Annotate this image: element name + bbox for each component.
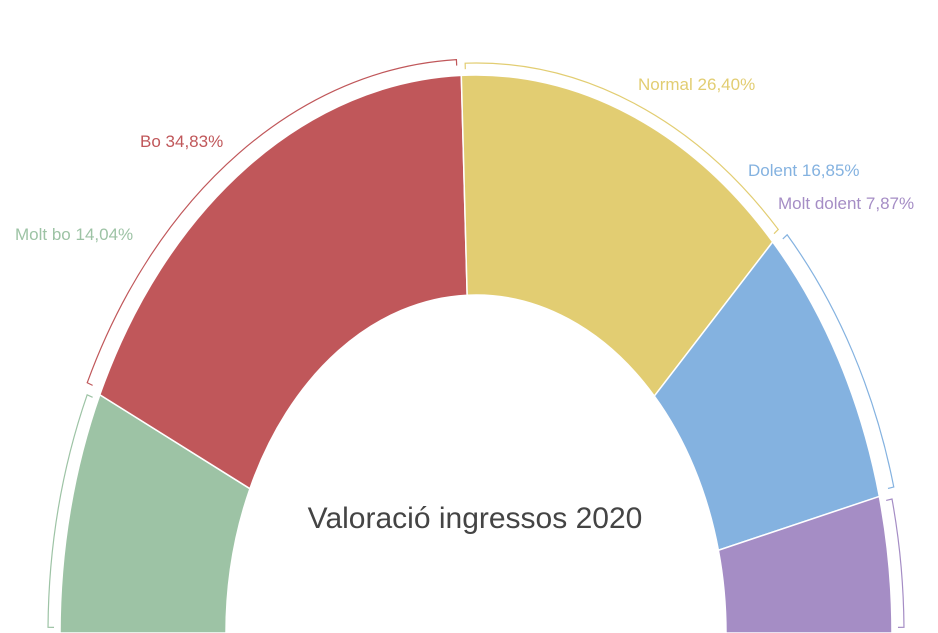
data-label: Normal 26,40% — [638, 75, 755, 94]
segment — [717, 495, 893, 633]
value-label: 16,85% — [802, 161, 860, 180]
value-label: 34,83% — [166, 132, 224, 151]
category-label: Bo — [140, 132, 161, 151]
chart-title: Valoració ingressos 2020 — [308, 502, 643, 535]
data-label: Bo 34,83% — [140, 132, 223, 151]
data-label: Molt dolent 7,87% — [778, 194, 914, 213]
leader-bracket — [464, 62, 780, 235]
leader-bracket — [47, 393, 93, 628]
value-label: 7,87% — [866, 194, 914, 213]
segment — [98, 74, 468, 490]
value-label: 26,40% — [698, 75, 756, 94]
leader-bracket — [886, 498, 905, 628]
leader-bracket — [86, 58, 458, 386]
value-label: 14,04% — [75, 225, 133, 244]
leader-bracket — [782, 233, 895, 490]
category-label: Dolent — [748, 161, 797, 180]
segment — [460, 74, 774, 398]
category-label: Molt dolent — [778, 194, 861, 213]
data-label: Dolent 16,85% — [748, 161, 860, 180]
category-label: Normal — [638, 75, 693, 94]
data-label: Molt bo 14,04% — [15, 225, 133, 244]
category-label: Molt bo — [15, 225, 71, 244]
